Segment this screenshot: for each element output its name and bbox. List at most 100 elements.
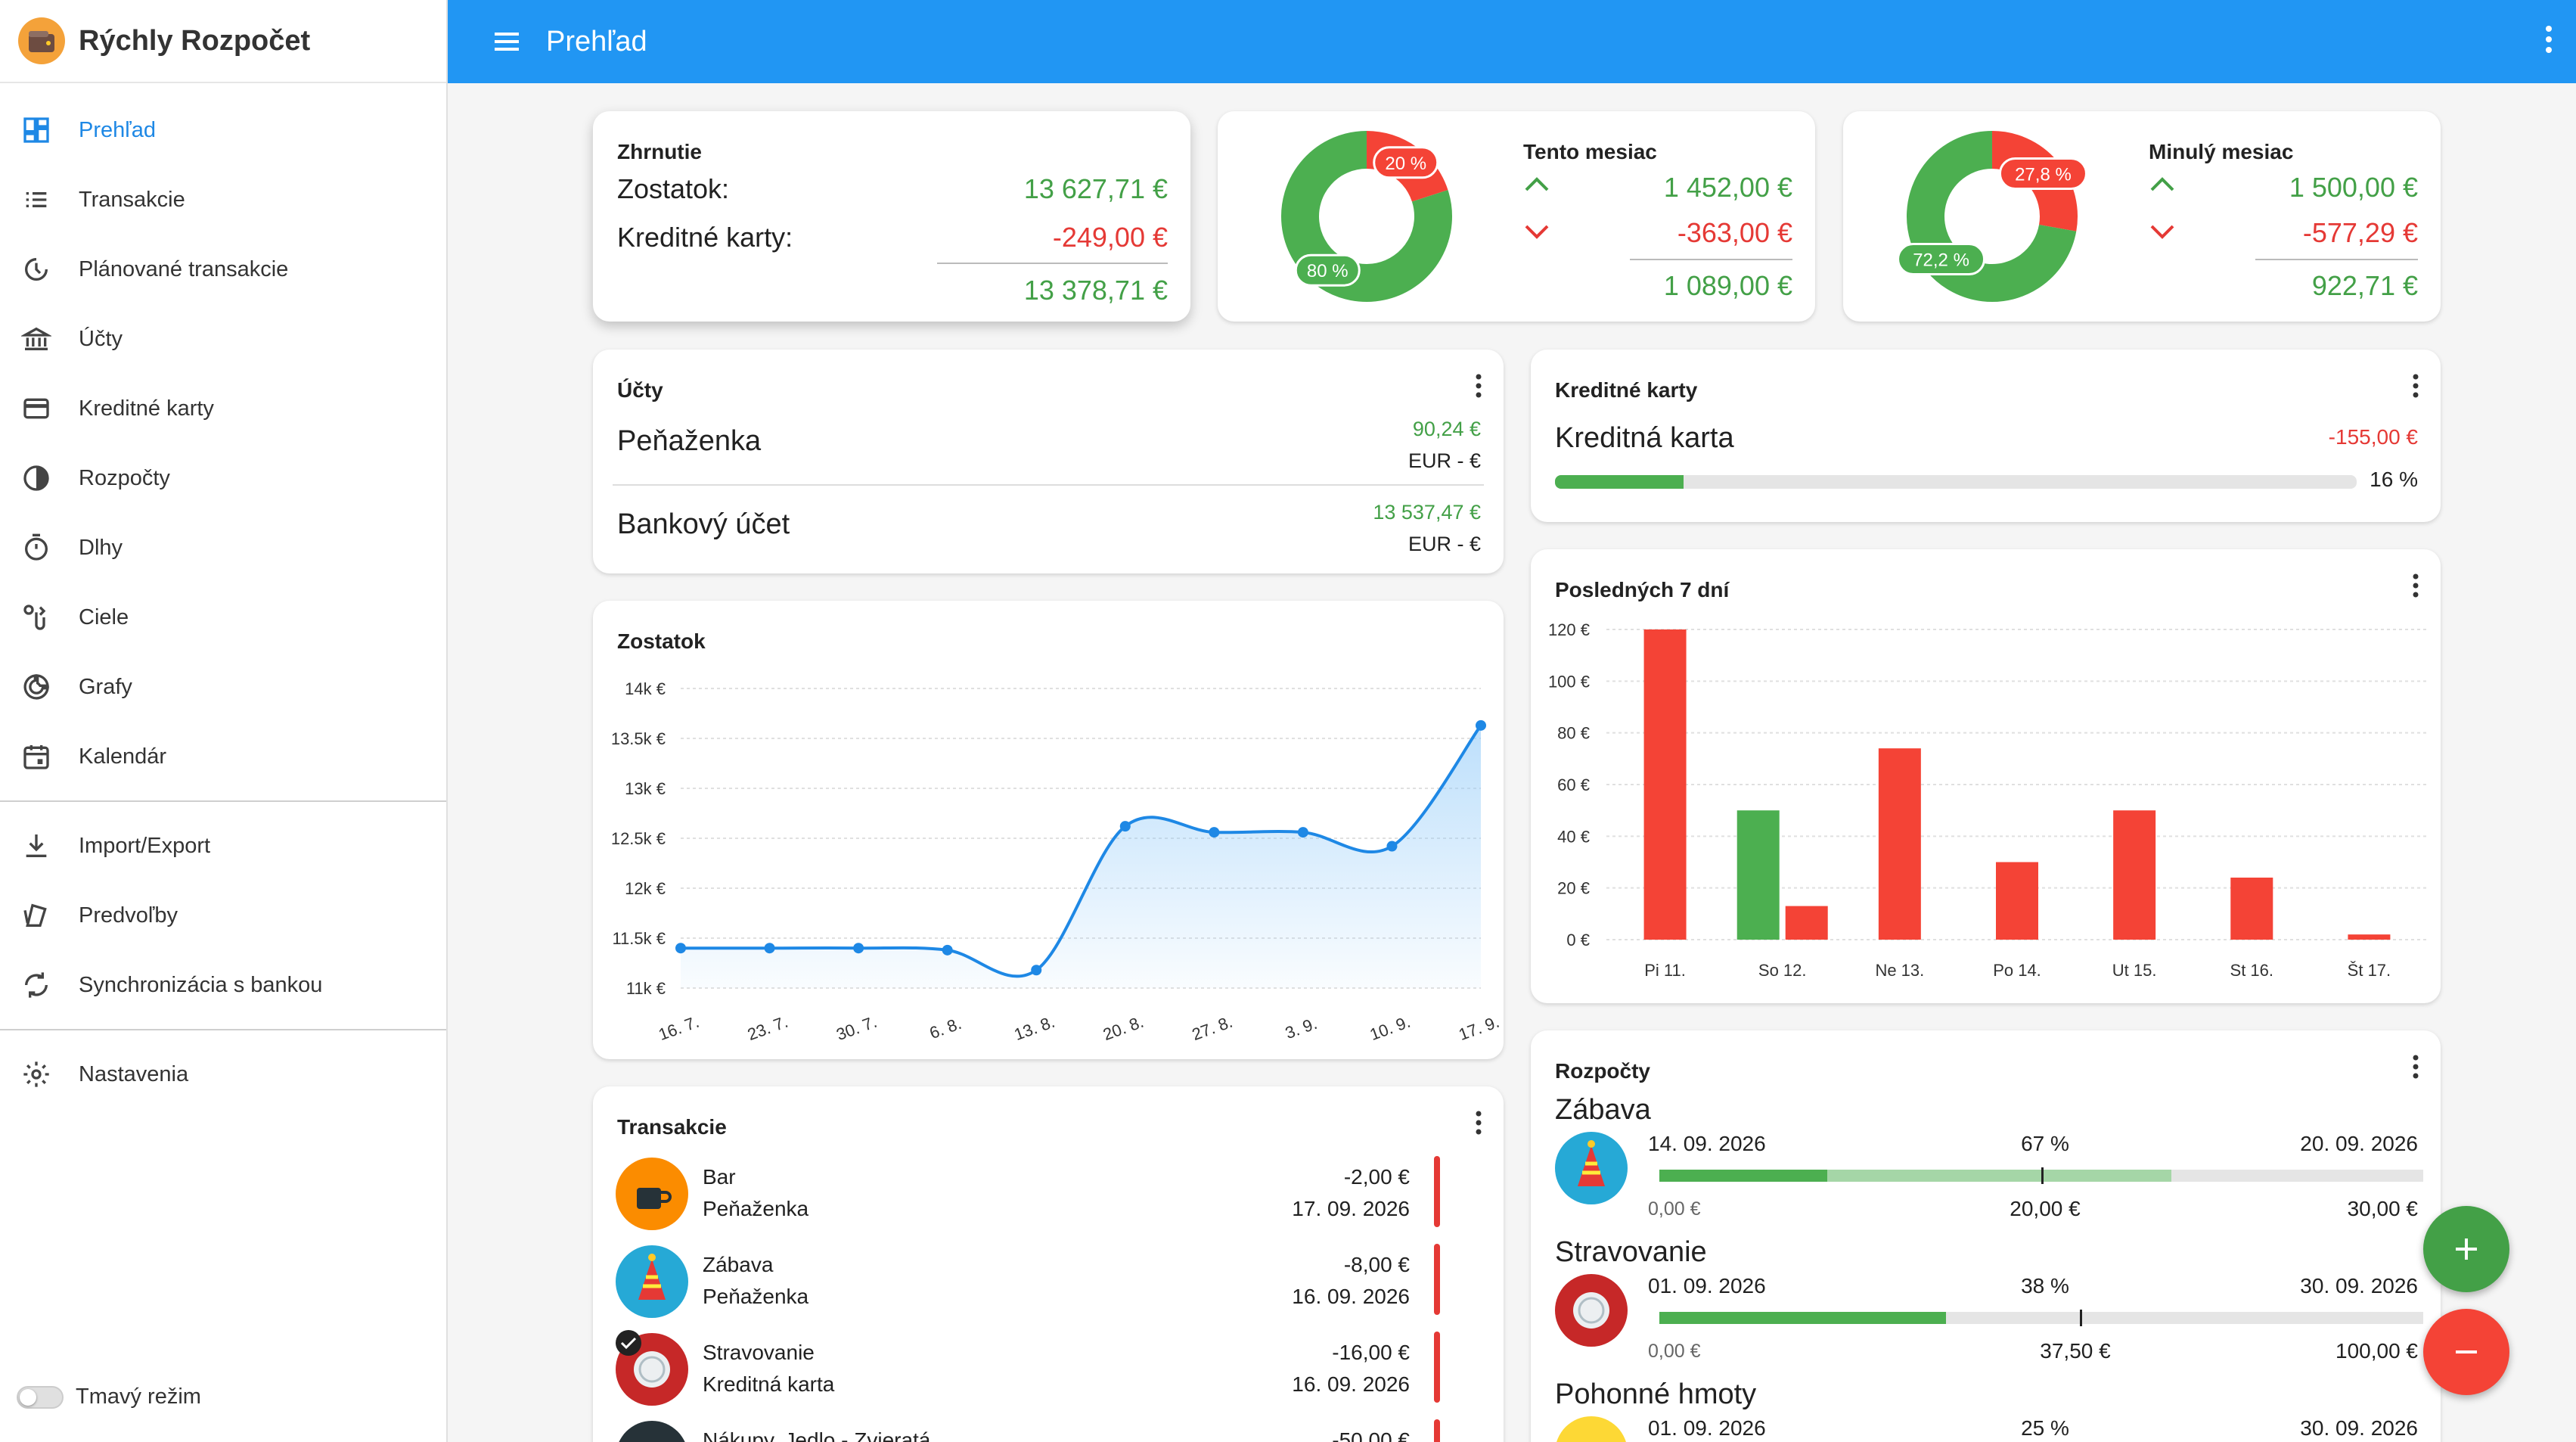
nav-item-overview[interactable]: Prehľad bbox=[0, 95, 446, 165]
nav-item-goals[interactable]: Ciele bbox=[0, 583, 446, 652]
balance-line-chart: 11k € 11.5k € 12k € 12.5k € 13k € 13.5k € 14k … bbox=[611, 679, 1502, 1044]
account-name: Peňaženka bbox=[617, 425, 762, 457]
credit-row: Kreditné karty: -249,00 € bbox=[617, 222, 1168, 253]
nav-item-credit-cards[interactable]: Kreditné karty bbox=[0, 374, 446, 443]
x-tick-label: 23. 7. bbox=[745, 1012, 790, 1044]
budget-min: 0,00 € bbox=[1648, 1341, 1701, 1362]
nav-main: Prehľad Transakcie Plánované transakcie … bbox=[0, 83, 446, 791]
menu-icon[interactable] bbox=[483, 17, 531, 66]
nav-label: Dlhy bbox=[79, 535, 123, 560]
y-tick-label: 14k € bbox=[625, 679, 666, 698]
budget-min: 0,00 € bbox=[1648, 1198, 1701, 1220]
total-value: 13 378,71 € bbox=[1023, 275, 1168, 306]
nav-item-preferences[interactable]: Predvoľby bbox=[0, 881, 446, 950]
account-row[interactable]: Peňaženka 90,24 € EUR - € bbox=[593, 410, 1504, 490]
donut-label-expense: 27,8 % bbox=[2015, 164, 2072, 185]
sync-icon bbox=[18, 967, 54, 1003]
goal-icon bbox=[18, 599, 54, 636]
budget-item[interactable]: Stravovanie 01. 09. 2026 38 % 30. 09. 20… bbox=[1531, 1236, 2441, 1380]
budget-percent: 67 % bbox=[2021, 1132, 2069, 1155]
data-point bbox=[942, 944, 953, 956]
nav-item-transactions[interactable]: Transakcie bbox=[0, 165, 446, 235]
data-point bbox=[1209, 827, 1220, 838]
summary-card[interactable]: Zhrnutie Zostatok: 13 627,71 € Kreditné k… bbox=[593, 111, 1190, 322]
card-title: Minulý mesiac bbox=[2149, 140, 2294, 163]
transaction-amount: -50,00 € bbox=[1332, 1428, 1410, 1442]
data-point bbox=[675, 943, 686, 954]
bar-expense bbox=[2113, 810, 2156, 940]
transaction-row[interactable]: Bar Peňaženka -2,00 € 17. 09. 2026 bbox=[616, 1150, 1463, 1233]
y-tick-label: 0 € bbox=[1566, 931, 1590, 949]
balance-chart-card: Zostatok 11k € 11.5k € 12k € 12.5k € 13k € 13… bbox=[593, 601, 1504, 1059]
budget-start-date: 01. 09. 2026 bbox=[1648, 1416, 1766, 1440]
account-currency: EUR - € bbox=[1407, 449, 1481, 472]
account-name: Bankový účet bbox=[617, 508, 790, 540]
x-tick-label: 27. 8. bbox=[1190, 1012, 1235, 1044]
app-title: Rýchly Rozpočet bbox=[79, 24, 311, 57]
last-month-card[interactable]: 27,8 % 72,2 % Minulý mesiac 1 500,00 € -5… bbox=[1843, 111, 2441, 322]
expense-value: -577,29 € bbox=[2302, 217, 2418, 248]
account-row[interactable]: Bankový účet 13 537,47 € EUR - € bbox=[593, 493, 1504, 573]
budget-end-date: 20. 09. 2026 bbox=[2300, 1132, 2418, 1155]
credit-card-name[interactable]: Kreditná karta bbox=[1555, 422, 1734, 454]
nav-item-import-export[interactable]: Import/Export bbox=[0, 811, 446, 881]
budget-name: Stravovanie bbox=[1555, 1236, 1707, 1268]
this-month-card[interactable]: 20 % 80 % Tento mesiac 1 452,00 € -363,00… bbox=[1218, 111, 1815, 322]
budget-item[interactable]: Pohonné hmoty 01. 09. 2026 25 % 30. 09. … bbox=[1531, 1378, 2441, 1442]
divider bbox=[1630, 259, 1792, 260]
nav-item-accounts[interactable]: Účty bbox=[0, 304, 446, 374]
more-vert-icon[interactable] bbox=[1475, 371, 1482, 405]
budget-item[interactable]: Zábava 14. 09. 2026 67 % 20. 09. 2026 0,… bbox=[1531, 1094, 2441, 1238]
credit-card-amount: -155,00 € bbox=[2328, 425, 2418, 449]
more-vert-icon[interactable] bbox=[2544, 21, 2553, 61]
nav-item-bank-sync[interactable]: Synchronizácia s bankou bbox=[0, 950, 446, 1020]
nav-label: Rozpočty bbox=[79, 465, 170, 490]
transaction-row[interactable]: Stravovanie Kreditná karta -16,00 € 16. … bbox=[616, 1325, 1463, 1409]
budget-progress-bar bbox=[1659, 1312, 2423, 1324]
nav-label: Účty bbox=[79, 326, 123, 351]
data-point bbox=[1297, 827, 1308, 838]
party-hat-icon bbox=[1555, 1132, 1628, 1204]
total-value: 922,71 € bbox=[2311, 270, 2418, 301]
account-amount: 90,24 € bbox=[1412, 418, 1481, 440]
more-vert-icon[interactable] bbox=[2412, 1052, 2419, 1086]
budget-start-date: 14. 09. 2026 bbox=[1648, 1132, 1766, 1155]
transaction-account: Kreditná karta bbox=[703, 1372, 835, 1396]
transaction-category: Nákupy, Jedlo - Zvieratá bbox=[703, 1428, 931, 1442]
toggle-switch[interactable] bbox=[17, 1385, 64, 1409]
nav-item-budgets[interactable]: Rozpočty bbox=[0, 443, 446, 513]
nav-item-planned[interactable]: Plánované transakcie bbox=[0, 235, 446, 304]
add-expense-button[interactable] bbox=[2423, 1309, 2509, 1395]
dark-mode-toggle[interactable]: Tmavý režim bbox=[17, 1385, 201, 1409]
transaction-row[interactable]: Nákupy, Jedlo - Zvieratá -50,00 € bbox=[616, 1413, 1463, 1442]
bar-expense bbox=[2348, 934, 2391, 940]
account-amount: 13 537,47 € bbox=[1373, 501, 1481, 524]
more-vert-icon[interactable] bbox=[2412, 371, 2419, 405]
nav-item-calendar[interactable]: Kalendár bbox=[0, 722, 446, 791]
nav-tools: Import/Export Predvoľby Synchronizácia s… bbox=[0, 811, 446, 1020]
x-tick-label: Ne 13. bbox=[1875, 961, 1924, 980]
transaction-amount: -2,00 € bbox=[1343, 1165, 1410, 1189]
transaction-date: 16. 09. 2026 bbox=[1292, 1372, 1410, 1396]
y-tick-label: 13.5k € bbox=[611, 729, 666, 748]
transaction-row[interactable]: Zábava Peňaženka -8,00 € 16. 09. 2026 bbox=[616, 1238, 1463, 1321]
income-up-icon bbox=[1523, 175, 1550, 198]
budget-today-marker bbox=[2079, 1310, 2082, 1326]
more-vert-icon[interactable] bbox=[1475, 1108, 1482, 1142]
nav-item-settings[interactable]: Nastavenia bbox=[0, 1040, 446, 1109]
add-income-button[interactable] bbox=[2423, 1206, 2509, 1292]
nav-item-debts[interactable]: Dlhy bbox=[0, 513, 446, 583]
y-tick-label: 11.5k € bbox=[612, 929, 666, 948]
schedule-icon bbox=[18, 251, 54, 287]
nav-label: Grafy bbox=[79, 674, 132, 699]
y-tick-label: 12.5k € bbox=[611, 829, 666, 848]
balance-line bbox=[680, 724, 1482, 978]
nav-label: Kalendár bbox=[79, 744, 167, 769]
income-value: 1 500,00 € bbox=[2289, 172, 2418, 203]
nav-item-charts[interactable]: Grafy bbox=[0, 652, 446, 722]
budget-start-date: 01. 09. 2026 bbox=[1648, 1274, 1766, 1297]
bar-income bbox=[1736, 810, 1780, 940]
y-tick-label: 20 € bbox=[1557, 879, 1590, 898]
more-vert-icon[interactable] bbox=[2412, 570, 2419, 604]
expense-down-icon bbox=[1523, 222, 1550, 245]
